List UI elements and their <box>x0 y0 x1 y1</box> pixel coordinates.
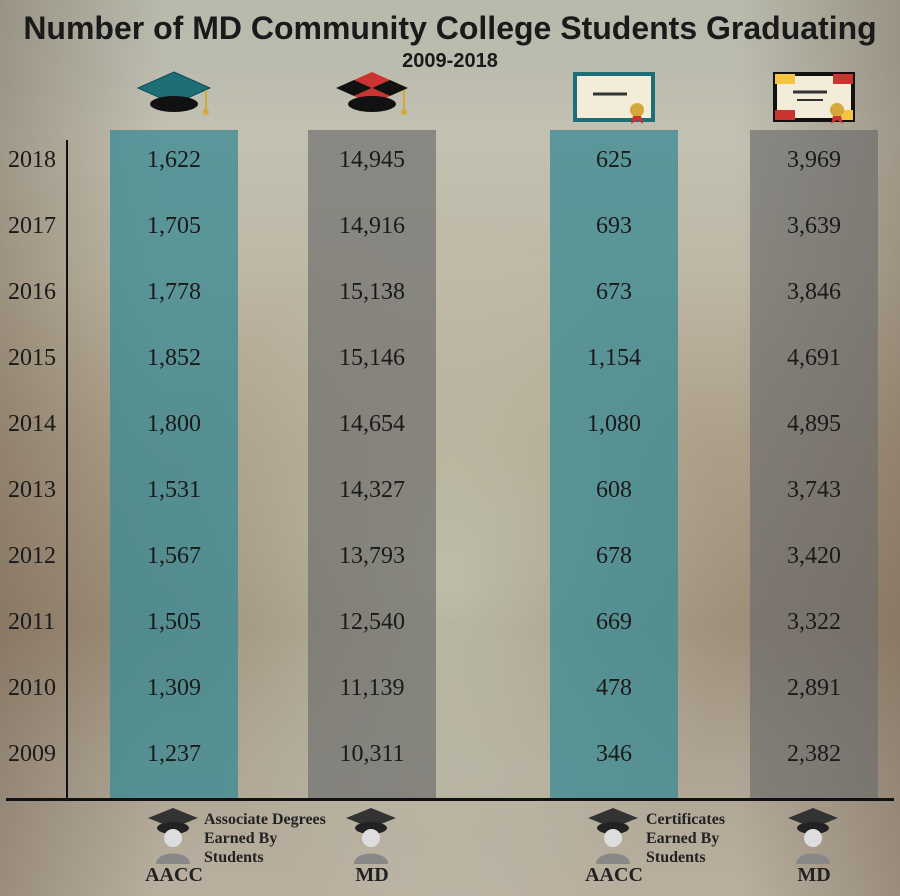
certificate-teal-icon <box>550 68 678 131</box>
table-cell: 346 <box>550 741 678 768</box>
table-cell: 693 <box>550 213 678 240</box>
table-cell: 2,891 <box>750 675 878 702</box>
table-cell: 3,846 <box>750 279 878 306</box>
year-label: 2009 <box>8 741 68 768</box>
table-cell: 3,639 <box>750 213 878 240</box>
table-cell: 1,778 <box>110 279 238 306</box>
table-cell: 4,895 <box>750 411 878 438</box>
table-cell: 3,969 <box>750 147 878 174</box>
year-label: 2014 <box>8 411 68 438</box>
grad-cap-teal-icon <box>110 68 238 129</box>
table-cell: 14,945 <box>308 147 436 174</box>
column-label: MD <box>750 864 878 887</box>
table-cell: 1,154 <box>550 345 678 372</box>
graduate-icon <box>768 806 858 869</box>
year-label: 2013 <box>8 477 68 504</box>
table-cell: 4,691 <box>750 345 878 372</box>
table-cell: 1,800 <box>110 411 238 438</box>
table-cell: 1,852 <box>110 345 238 372</box>
table-cell: 678 <box>550 543 678 570</box>
table-cell: 3,322 <box>750 609 878 636</box>
table-cell: 10,311 <box>308 741 436 768</box>
table-cell: 1,505 <box>110 609 238 636</box>
table-cell: 1,531 <box>110 477 238 504</box>
table-cell: 1,237 <box>110 741 238 768</box>
table-cell: 608 <box>550 477 678 504</box>
year-label: 2012 <box>8 543 68 570</box>
table-cell: 1,622 <box>110 147 238 174</box>
table-cell: 1,080 <box>550 411 678 438</box>
legend-degrees-text: Associate Degrees Earned By Students <box>204 810 334 868</box>
x-axis-line <box>6 798 894 801</box>
page-title: Number of MD Community College Students … <box>0 10 900 47</box>
year-label: 2015 <box>8 345 68 372</box>
table-cell: 673 <box>550 279 678 306</box>
year-label: 2018 <box>8 147 68 174</box>
table-cell: 15,138 <box>308 279 436 306</box>
table-cell: 14,654 <box>308 411 436 438</box>
column-label: MD <box>308 864 436 887</box>
table-cell: 669 <box>550 609 678 636</box>
year-label: 2017 <box>8 213 68 240</box>
table-cell: 14,916 <box>308 213 436 240</box>
table-cell: 3,420 <box>750 543 878 570</box>
year-label: 2016 <box>8 279 68 306</box>
table-cell: 1,309 <box>110 675 238 702</box>
legend-certs-text: Certificates Earned By Students <box>646 810 776 868</box>
table-cell: 1,567 <box>110 543 238 570</box>
table-cell: 12,540 <box>308 609 436 636</box>
certificate-md-icon <box>750 68 878 131</box>
table-cell: 478 <box>550 675 678 702</box>
year-label: 2011 <box>8 609 68 636</box>
graduate-icon <box>326 806 416 869</box>
grad-cap-md-icon <box>308 68 436 129</box>
table-cell: 2,382 <box>750 741 878 768</box>
table-cell: 11,139 <box>308 675 436 702</box>
graduate-icon <box>568 806 658 869</box>
table-cell: 625 <box>550 147 678 174</box>
table-cell: 15,146 <box>308 345 436 372</box>
table-cell: 14,327 <box>308 477 436 504</box>
infographic: Number of MD Community College Students … <box>0 0 900 896</box>
table-cell: 13,793 <box>308 543 436 570</box>
year-label: 2010 <box>8 675 68 702</box>
table-cell: 3,743 <box>750 477 878 504</box>
table-cell: 1,705 <box>110 213 238 240</box>
